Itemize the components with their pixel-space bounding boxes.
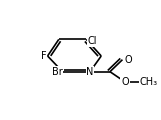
Text: F: F	[41, 51, 46, 61]
Text: Cl: Cl	[88, 36, 97, 46]
Text: O: O	[125, 55, 133, 65]
Text: Br: Br	[52, 67, 62, 77]
Text: N: N	[86, 67, 94, 77]
Text: O: O	[121, 77, 129, 87]
Text: CH₃: CH₃	[140, 77, 158, 87]
